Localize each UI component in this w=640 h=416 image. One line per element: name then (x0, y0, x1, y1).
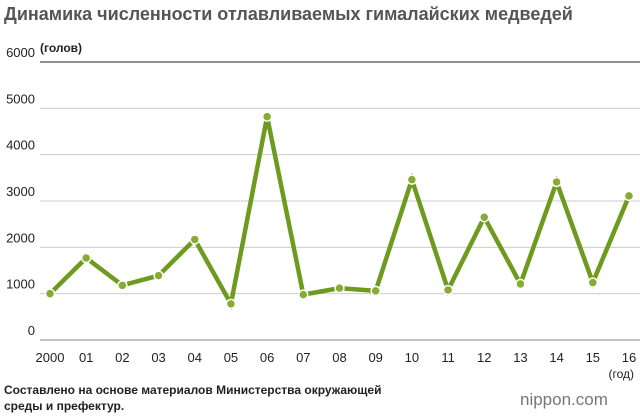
data-point (406, 174, 418, 185)
data-point (189, 234, 200, 245)
x-tick-label: 01 (79, 350, 93, 365)
x-tick-label: 2000 (36, 350, 65, 365)
x-tick-label: 10 (405, 350, 419, 365)
y-tick-label: 0 (28, 323, 35, 338)
x-tick-label: 06 (260, 350, 274, 365)
x-tick-label: 05 (224, 350, 238, 365)
x-tick-label: 14 (549, 350, 563, 365)
data-point (298, 289, 309, 300)
x-tick-label: 04 (188, 350, 202, 365)
y-tick-label: 2000 (6, 230, 35, 245)
x-axis-label: (год) (608, 367, 634, 381)
x-tick-label: 08 (332, 350, 346, 365)
y-tick-label: 3000 (6, 184, 35, 199)
data-line (48, 116, 632, 311)
data-point (551, 176, 562, 188)
data-point (261, 111, 273, 122)
data-point (370, 285, 381, 297)
data-point (153, 270, 164, 281)
x-tick-label: 03 (151, 350, 165, 365)
y-tick-label: 6000 (6, 45, 35, 60)
x-tick-label: 16 (622, 350, 636, 365)
data-point (515, 278, 526, 290)
data-point (334, 282, 345, 294)
y-axis-label: (голов) (40, 41, 82, 55)
data-point (225, 298, 237, 310)
x-tick-label: 13 (513, 350, 527, 365)
data-point (44, 288, 56, 299)
data-point (623, 190, 635, 202)
y-tick-label: 5000 (6, 91, 35, 106)
x-tick-label: 12 (477, 350, 491, 365)
x-tick-label: 09 (368, 350, 382, 365)
logo: nippon.com (520, 390, 608, 409)
x-tick-label: 11 (441, 350, 455, 365)
data-point (479, 211, 490, 223)
data-point (80, 252, 92, 264)
data-point (117, 280, 128, 291)
x-tick-label: 15 (586, 350, 600, 365)
source-note: Составлено на основе материалов Министер… (4, 383, 382, 413)
y-tick-label: 1000 (6, 277, 35, 292)
data-point (442, 284, 454, 296)
y-tick-label: 4000 (6, 138, 35, 153)
x-tick-label: 07 (296, 350, 310, 365)
x-tick-label: 02 (115, 350, 129, 365)
data-point (587, 277, 599, 288)
chart-title: Динамика численности отлавливаемых гимал… (4, 4, 573, 24)
